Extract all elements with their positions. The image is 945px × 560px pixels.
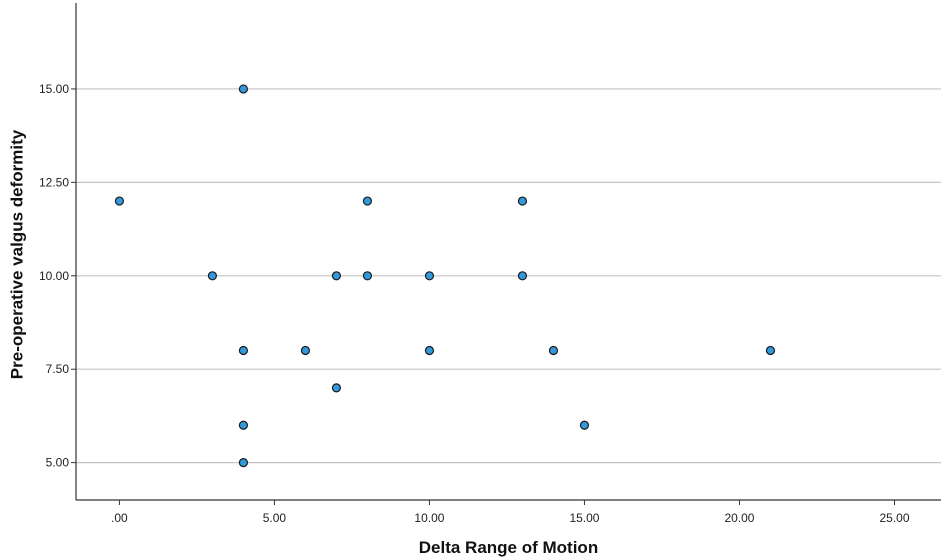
y-tick-label: 7.50 xyxy=(46,362,70,376)
data-point xyxy=(238,84,249,94)
data-point xyxy=(424,271,435,281)
y-tick-label: 5.00 xyxy=(46,456,70,470)
x-tick-label: .00 xyxy=(111,511,128,525)
x-tick-label: 10.00 xyxy=(414,511,444,525)
y-tick-label: 10.00 xyxy=(39,269,69,283)
data-point xyxy=(331,271,342,281)
x-tick-labels: .00 5.00 10.00 15.00 20.00 25.00 xyxy=(111,511,910,525)
y-tick-label: 15.00 xyxy=(39,82,69,96)
x-tick-label: 20.00 xyxy=(724,511,754,525)
data-point xyxy=(238,345,249,356)
data-point xyxy=(238,458,249,468)
x-tick-label: 15.00 xyxy=(569,511,599,525)
x-axis-title: Delta Range of Motion xyxy=(419,538,598,557)
data-point xyxy=(548,345,559,356)
data-point xyxy=(424,345,435,356)
data-point xyxy=(765,345,776,356)
data-point xyxy=(362,271,373,281)
y-tick-labels: 5.00 7.50 10.00 12.50 15.00 xyxy=(39,82,69,470)
data-point xyxy=(331,383,342,393)
data-point xyxy=(114,196,125,206)
data-point xyxy=(238,420,249,430)
grid-lines xyxy=(76,88,941,464)
data-point xyxy=(300,345,311,356)
y-tick-label: 12.50 xyxy=(39,175,69,189)
data-point xyxy=(517,271,528,281)
x-tick-label: 5.00 xyxy=(263,511,287,525)
y-axis-title: Pre-operative valgus deformity xyxy=(7,129,26,379)
data-point xyxy=(579,420,590,430)
data-point xyxy=(362,196,373,206)
x-tick-label: 25.00 xyxy=(879,511,909,525)
data-points xyxy=(114,84,776,468)
data-point xyxy=(207,271,218,281)
data-point xyxy=(517,196,528,206)
axes xyxy=(71,3,941,505)
